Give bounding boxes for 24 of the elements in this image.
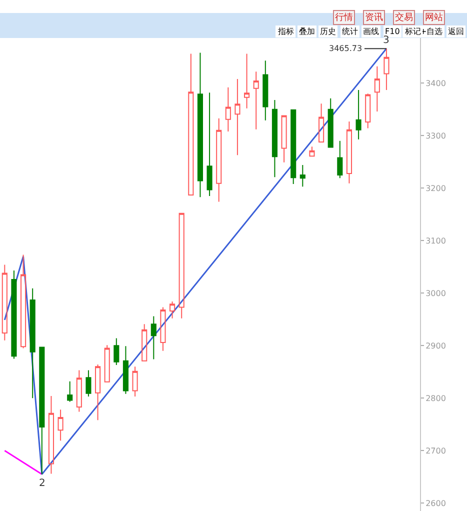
text: 叠加 [299, 27, 315, 36]
text: 网站 [425, 12, 443, 23]
y-tick-label: 3400 [426, 78, 446, 88]
y-tick-label: 3000 [426, 288, 446, 298]
y-tick-label: 3300 [426, 131, 446, 140]
text: 历史 [320, 27, 336, 36]
text: 统计 [342, 27, 358, 36]
annotation: 2 [39, 478, 46, 489]
annotation: 3 [383, 35, 390, 46]
text: 交易 [395, 12, 413, 23]
annotation: 3465.73 [329, 44, 362, 53]
y-tick-label: 2700 [426, 446, 446, 456]
text: 资讯 [365, 12, 383, 23]
y-tick-label: 2600 [426, 498, 446, 508]
y-tick-label: 3100 [426, 236, 446, 246]
text: 标记 [404, 27, 421, 36]
text: 行情 [335, 12, 353, 23]
text: F10 [385, 27, 400, 36]
y-tick-label: 2900 [426, 341, 446, 350]
y-tick-label: 2800 [426, 394, 446, 403]
text: 画线 [363, 27, 379, 36]
text: 指标 [277, 27, 294, 36]
y-tick-label: 3200 [426, 184, 446, 193]
text: 返回 [448, 27, 464, 36]
